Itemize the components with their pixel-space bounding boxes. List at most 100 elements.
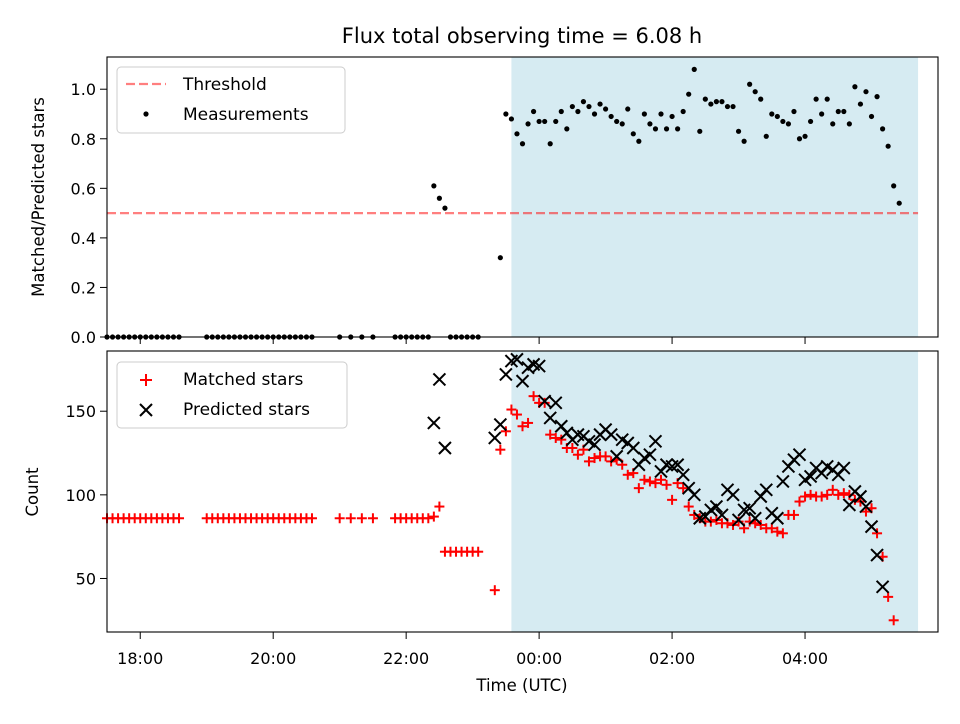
measurement-point bbox=[796, 136, 803, 142]
legend-predicted-label: Predicted stars bbox=[183, 400, 310, 420]
matched-star-point bbox=[539, 397, 550, 408]
measurement-point bbox=[436, 195, 442, 201]
predicted-star-point bbox=[643, 447, 657, 462]
measurement-point bbox=[497, 255, 503, 261]
matched-star-point bbox=[639, 474, 650, 485]
predicted-star-point bbox=[532, 359, 546, 373]
predicted-star-point bbox=[715, 508, 729, 522]
measurement-point bbox=[702, 96, 708, 102]
predicted-star-point bbox=[687, 488, 701, 502]
matched-star-point bbox=[367, 513, 378, 524]
predicted-star-point bbox=[837, 461, 851, 475]
measurement-point bbox=[603, 106, 609, 112]
matched-star-point bbox=[633, 483, 644, 494]
measurement-point bbox=[735, 128, 742, 134]
predicted-star-point bbox=[853, 489, 868, 504]
predicted-star-point bbox=[648, 434, 663, 449]
predicted-star-point bbox=[670, 458, 685, 472]
matched-star-point bbox=[345, 513, 356, 524]
predicted-star-point bbox=[537, 394, 552, 408]
measurement-point bbox=[758, 96, 764, 102]
predicted-star-point bbox=[748, 511, 762, 525]
measurement-point bbox=[508, 116, 515, 122]
legend-matched-label: Matched stars bbox=[183, 370, 303, 390]
predicted-star-point bbox=[864, 519, 879, 534]
matched-star-point bbox=[833, 489, 844, 500]
measurement-point bbox=[663, 126, 670, 132]
matched-star-point bbox=[600, 451, 611, 462]
measurement-point bbox=[547, 141, 553, 147]
measurement-point bbox=[780, 118, 786, 125]
x-tick-label: 04:00 bbox=[782, 649, 828, 668]
observing-window-shade bbox=[511, 351, 919, 632]
top-y-tick-label: 0.8 bbox=[71, 130, 96, 149]
measurement-point bbox=[591, 111, 598, 117]
measurement-point bbox=[686, 91, 692, 97]
measurement-point bbox=[569, 103, 575, 110]
top-plot-frame bbox=[106, 56, 939, 338]
measurement-point bbox=[857, 101, 864, 107]
chart-title: Flux total observing time = 6.08 h bbox=[342, 24, 702, 48]
measurement-point bbox=[680, 108, 686, 115]
measurement-point bbox=[813, 96, 819, 102]
predicted-star-point bbox=[842, 498, 857, 512]
matched-star-point bbox=[872, 528, 883, 539]
predicted-star-point bbox=[731, 513, 746, 527]
matched-star-point bbox=[827, 484, 838, 495]
predicted-star-point bbox=[742, 501, 757, 515]
predicted-star-point bbox=[726, 488, 740, 502]
measurement-point bbox=[752, 89, 758, 95]
measurement-point bbox=[630, 131, 636, 137]
measurement-point bbox=[691, 66, 697, 72]
predicted-star-point bbox=[432, 372, 447, 387]
measurement-point bbox=[503, 111, 509, 117]
matched-star-point bbox=[667, 494, 678, 505]
matched-star-point bbox=[489, 585, 500, 596]
measurement-point bbox=[652, 126, 659, 132]
predicted-star-point bbox=[770, 511, 785, 525]
measurement-point bbox=[774, 113, 780, 120]
matched-star-point bbox=[572, 449, 583, 460]
measurement-point bbox=[824, 96, 830, 102]
matched-star-point bbox=[567, 443, 578, 454]
top-y-tick-label: 0.2 bbox=[71, 278, 96, 297]
predicted-star-point bbox=[759, 483, 773, 497]
legend-predicted-swatch bbox=[139, 403, 153, 417]
measurement-point bbox=[730, 103, 736, 110]
measurement-point bbox=[896, 200, 902, 206]
matched-star-point bbox=[550, 432, 561, 443]
matched-star-point bbox=[838, 488, 849, 499]
measurement-point bbox=[519, 141, 526, 147]
measurement-point bbox=[530, 108, 537, 115]
predicted-star-point bbox=[515, 374, 530, 388]
measurement-point bbox=[442, 205, 448, 211]
measurement-point bbox=[625, 106, 631, 112]
matched-star-point bbox=[356, 513, 367, 524]
x-tick-label: 00:00 bbox=[516, 649, 562, 668]
matched-star-point bbox=[334, 513, 345, 524]
matched-star-point bbox=[556, 434, 567, 445]
measurement-point bbox=[708, 101, 714, 107]
predicted-star-point bbox=[859, 499, 873, 514]
predicted-star-point bbox=[870, 548, 884, 562]
measurement-point bbox=[697, 128, 703, 134]
matched-star-point bbox=[622, 469, 633, 480]
measurement-point bbox=[675, 126, 681, 132]
bottom-legend: Matched stars Predicted stars bbox=[116, 361, 348, 429]
matched-star-point bbox=[500, 426, 511, 437]
matched-star-point bbox=[423, 513, 434, 524]
matched-star-point bbox=[888, 615, 899, 626]
measurement-point bbox=[747, 81, 753, 87]
bottom-y-axis-label: Count bbox=[23, 467, 42, 517]
top-y-tick-label: 1.0 bbox=[71, 80, 96, 99]
matched-star-point bbox=[517, 421, 528, 432]
predicted-star-point bbox=[626, 441, 641, 455]
measurement-point bbox=[791, 108, 797, 115]
measurement-point bbox=[580, 99, 587, 105]
measurement-point bbox=[885, 143, 891, 149]
matched-star-point bbox=[733, 516, 744, 527]
matched-star-point bbox=[772, 526, 783, 537]
matched-star-point bbox=[750, 518, 761, 529]
top-y-axis-label: Matched/Predicted stars bbox=[29, 97, 48, 297]
